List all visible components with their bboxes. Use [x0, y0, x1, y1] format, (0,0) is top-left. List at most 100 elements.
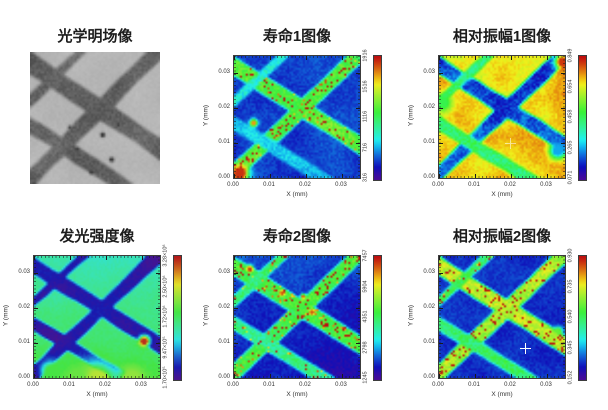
- x-major-tick: [511, 56, 512, 60]
- brightfield-image: [30, 52, 160, 184]
- y-major-tick: [439, 343, 443, 345]
- heatmap-canvas: [34, 256, 160, 378]
- x-tick-label: 0.01: [263, 382, 275, 388]
- y-major-tick: [234, 378, 238, 379]
- x-tick-label: 0.01: [263, 182, 275, 188]
- y-major-tick: [356, 308, 360, 310]
- brightfield-canvas: [30, 52, 160, 184]
- x-major-tick: [106, 256, 107, 260]
- y-tick-label: 0.02: [423, 104, 435, 111]
- y-major-tick: [439, 273, 443, 275]
- y-axis-label: Y (mm): [202, 304, 210, 327]
- colorbar: [373, 255, 382, 381]
- y-tick-label: 0.02: [218, 104, 230, 111]
- panel-brightfield: 光学明场像: [30, 15, 216, 207]
- y-major-tick: [439, 73, 443, 75]
- x-major-tick: [475, 56, 476, 60]
- x-tick-label: 0.00: [227, 382, 239, 388]
- x-tick-label: 0.02: [299, 182, 311, 188]
- x-major-tick: [234, 374, 235, 378]
- y-major-tick: [156, 308, 160, 310]
- x-tick-label: 0.02: [504, 182, 516, 188]
- x-major-tick: [547, 374, 548, 378]
- x-major-tick: [342, 56, 343, 60]
- x-major-tick: [547, 256, 548, 260]
- panel-title: 光学明场像: [57, 28, 133, 45]
- y-major-tick: [439, 108, 443, 110]
- panel-intensity: 发光强度像 Y (mm) X (mm) 0.00 0.01 0.02 0.03 0.00…: [0, 215, 186, 407]
- y-tick-label: 0.03: [423, 269, 435, 276]
- heatmap-plot: [233, 255, 361, 379]
- colorbar: [578, 55, 587, 181]
- x-major-tick: [234, 56, 235, 60]
- x-major-tick: [306, 56, 307, 60]
- x-major-tick: [547, 56, 548, 60]
- y-major-tick: [156, 378, 160, 379]
- x-axis-label: X (mm): [491, 191, 513, 198]
- x-axis-label: X (mm): [286, 391, 308, 398]
- x-tick-label: 0.03: [335, 382, 347, 388]
- y-major-tick: [561, 378, 565, 379]
- y-tick-label: 0.03: [218, 269, 230, 276]
- heatmap-canvas: [234, 56, 360, 178]
- y-major-tick: [356, 343, 360, 345]
- y-major-tick: [234, 108, 238, 110]
- x-major-tick: [439, 174, 440, 178]
- x-major-tick: [270, 256, 271, 260]
- y-tick-label: 0.01: [423, 139, 435, 146]
- x-major-tick: [439, 56, 440, 60]
- y-major-tick: [561, 143, 565, 145]
- y-tick-label: 0.01: [18, 339, 30, 346]
- y-major-tick: [234, 308, 238, 310]
- y-major-tick: [439, 178, 443, 179]
- x-major-tick: [142, 256, 143, 260]
- y-tick-label: 0.00: [218, 374, 230, 380]
- x-major-tick: [511, 374, 512, 378]
- y-major-tick: [561, 108, 565, 110]
- heatmap-plot: [233, 55, 361, 179]
- colorbar-tick-label: 0.849: [567, 48, 574, 63]
- x-major-tick: [70, 374, 71, 378]
- x-tick-label: 0.02: [504, 382, 516, 388]
- x-tick-label: 0.00: [227, 182, 239, 188]
- colorbar-tick-label: 1916: [362, 49, 369, 62]
- heatmap-plot: [438, 55, 566, 179]
- y-major-tick: [561, 73, 565, 75]
- heatmap-canvas: [439, 56, 565, 178]
- colorbar: [173, 255, 182, 381]
- y-major-tick: [34, 343, 38, 345]
- x-major-tick: [306, 174, 307, 178]
- x-major-tick: [270, 374, 271, 378]
- y-major-tick: [356, 178, 360, 179]
- x-major-tick: [34, 374, 35, 378]
- y-major-tick: [234, 73, 238, 75]
- y-tick-label: 0.01: [218, 339, 230, 346]
- x-major-tick: [106, 374, 107, 378]
- x-major-tick: [306, 256, 307, 260]
- panel-title: 相对振幅2图像: [452, 228, 552, 245]
- x-tick-label: 0.01: [63, 382, 75, 388]
- y-major-tick: [439, 378, 443, 379]
- x-tick-label: 0.03: [135, 382, 147, 388]
- panel-lifetime2: 寿命2图像 Y (mm) X (mm) 0.00 0.01 0.02 0.03 0.00…: [200, 215, 386, 407]
- x-major-tick: [475, 256, 476, 260]
- y-major-tick: [561, 178, 565, 179]
- x-major-tick: [234, 174, 235, 178]
- y-major-tick: [234, 143, 238, 145]
- x-tick-label: 0.00: [27, 382, 39, 388]
- panel-title: 寿命1图像: [262, 28, 332, 45]
- y-tick-label: 0.02: [423, 304, 435, 311]
- x-tick-label: 0.02: [299, 382, 311, 388]
- colorbar-tick-label: 3.28×10⁶: [162, 244, 169, 267]
- y-major-tick: [234, 273, 238, 275]
- colorbar: [578, 255, 587, 381]
- panel-lifetime1: 寿命1图像 Y (mm) X (mm) 0.00 0.01 0.02 0.03 0.00…: [200, 15, 386, 207]
- y-tick-label: 0.01: [218, 139, 230, 146]
- y-tick-label: 0.03: [18, 269, 30, 276]
- x-tick-label: 0.00: [432, 382, 444, 388]
- colorbar: [373, 55, 382, 181]
- x-major-tick: [342, 374, 343, 378]
- y-major-tick: [34, 378, 38, 379]
- y-major-tick: [439, 143, 443, 145]
- y-major-tick: [356, 108, 360, 110]
